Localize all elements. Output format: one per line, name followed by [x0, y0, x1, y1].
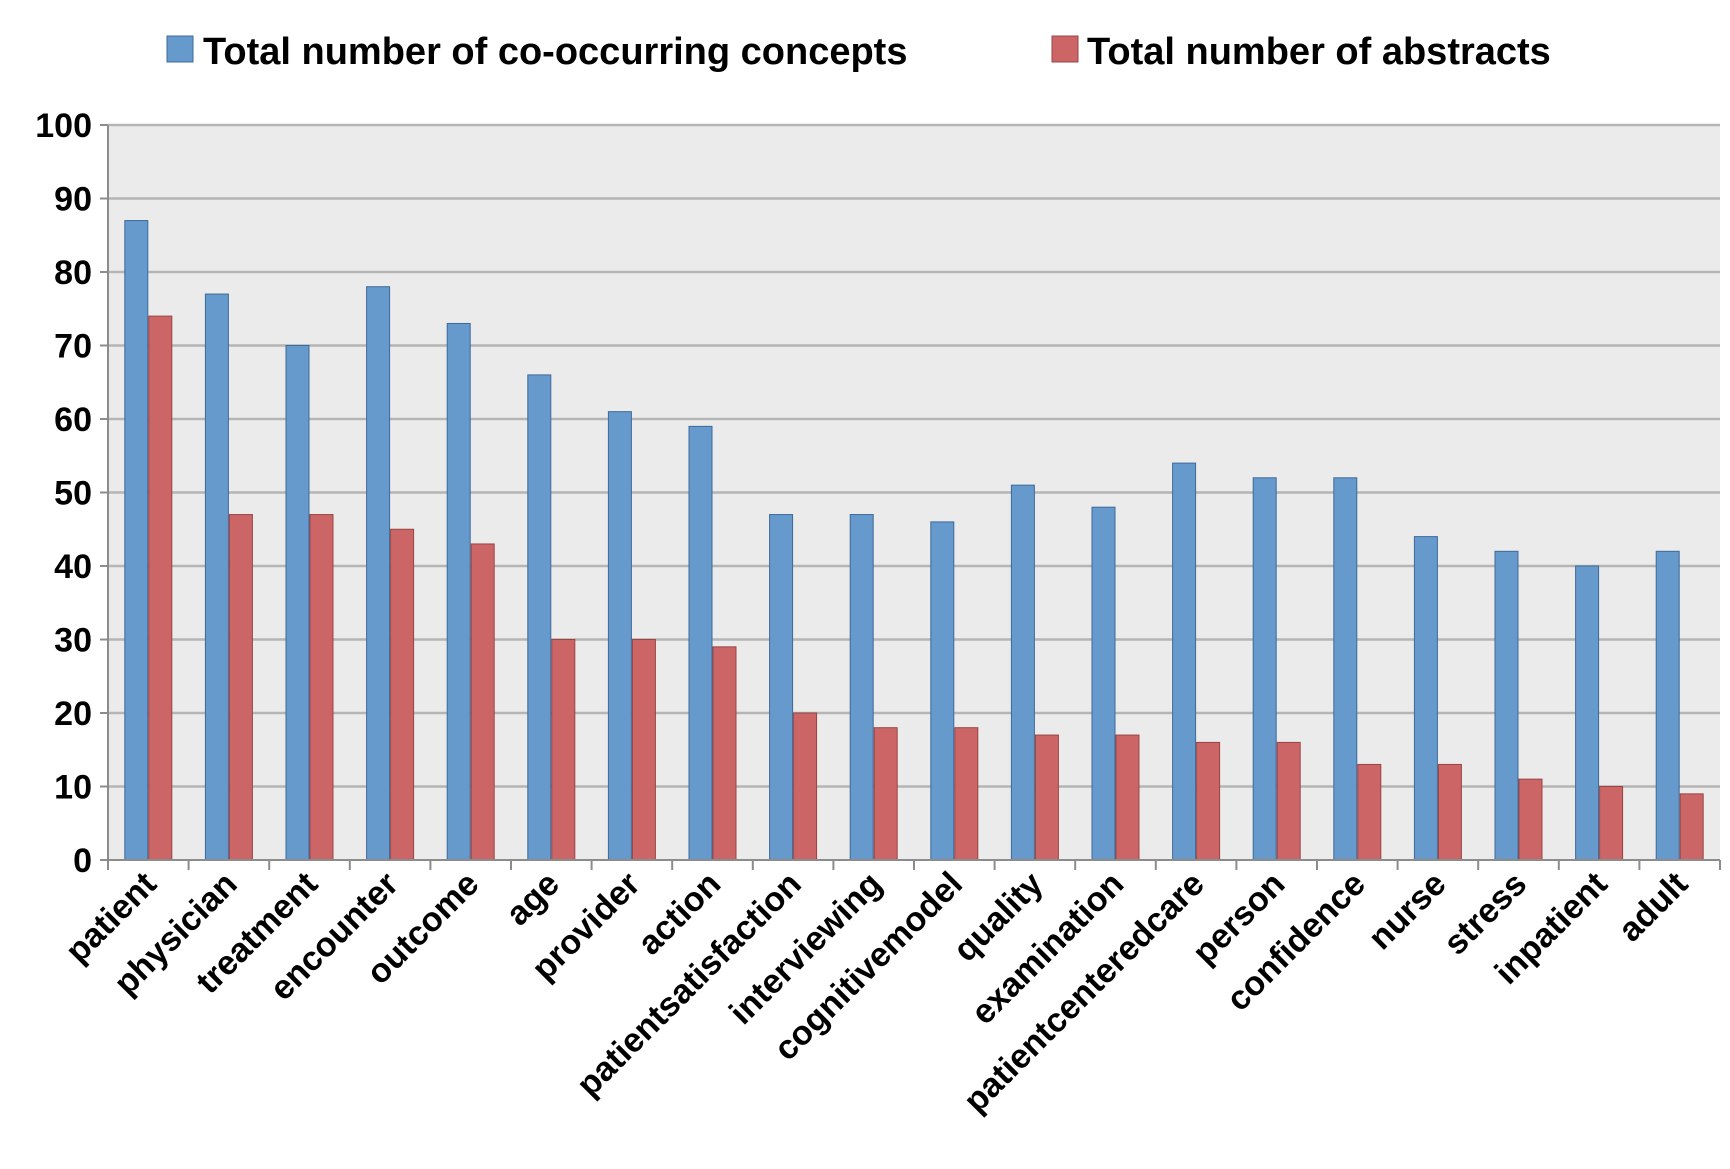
y-tick-label: 50	[54, 475, 92, 513]
bar-concepts-action	[688, 425, 713, 861]
bar-abstracts-stress	[1518, 778, 1543, 861]
bar-concepts-patientcenteredcare	[1172, 462, 1197, 861]
bar-concepts-examination	[1091, 506, 1116, 861]
bar-concepts-confidence	[1333, 477, 1358, 861]
bar-abstracts-patientcenteredcare	[1196, 741, 1221, 861]
y-tick-label: 40	[54, 548, 92, 586]
bar-concepts-cognitivemodel	[930, 521, 955, 861]
legend-swatch-concepts	[166, 35, 194, 63]
y-tick-label: 60	[54, 401, 92, 439]
bar-abstracts-treatment	[309, 514, 334, 861]
bar-abstracts-physician	[228, 514, 253, 861]
bar-abstracts-action	[712, 646, 737, 861]
y-tick-label: 80	[54, 254, 92, 292]
y-tick-label: 100	[35, 107, 92, 145]
bar-concepts-age	[527, 374, 552, 861]
y-tick-label: 10	[54, 769, 92, 807]
bar-concepts-quality	[1010, 484, 1035, 861]
bar-abstracts-outcome	[470, 543, 495, 861]
bar-concepts-patient	[124, 220, 149, 861]
bar-concepts-treatment	[285, 345, 310, 861]
legend: Total number of co-occurring concepts To…	[166, 31, 1551, 73]
bars	[124, 220, 1704, 861]
y-tick-label: 20	[54, 695, 92, 733]
legend-label-abstracts: Total number of abstracts	[1087, 31, 1551, 73]
bar-abstracts-person	[1276, 741, 1301, 861]
bar-concepts-outcome	[446, 322, 471, 861]
bar-abstracts-provider	[631, 639, 656, 861]
bar-concepts-interviewing	[849, 514, 874, 861]
bar-abstracts-interviewing	[873, 727, 898, 861]
bar-concepts-provider	[607, 411, 632, 861]
bar-abstracts-nurse	[1437, 763, 1462, 861]
bar-concepts-nurse	[1413, 536, 1438, 861]
bar-concepts-patientsatisfaction	[769, 514, 794, 861]
x-tick-label: age	[499, 865, 567, 933]
bar-abstracts-patientsatisfaction	[793, 712, 818, 861]
bar-abstracts-patient	[148, 315, 173, 861]
bar-abstracts-cognitivemodel	[954, 727, 979, 861]
bar-concepts-adult	[1655, 550, 1680, 861]
y-tick-label: 90	[54, 181, 92, 219]
x-tick-label: adult	[1611, 865, 1695, 949]
y-tick-label: 30	[54, 622, 92, 660]
bar-abstracts-encounter	[390, 528, 415, 861]
legend-swatch-abstracts	[1051, 35, 1079, 63]
bar-abstracts-inpatient	[1599, 786, 1624, 861]
bar-concepts-physician	[204, 293, 229, 861]
bar-concepts-stress	[1494, 550, 1519, 861]
legend-label-concepts: Total number of co-occurring concepts	[203, 31, 907, 73]
y-tick-label: 70	[54, 328, 92, 366]
bar-concepts-encounter	[366, 286, 391, 861]
bar-concepts-inpatient	[1575, 565, 1600, 861]
x-tick-label: nurse	[1361, 865, 1453, 957]
y-tick-label: 0	[73, 842, 92, 880]
bar-abstracts-confidence	[1357, 763, 1382, 861]
x-axis: patientphysiciantreatmentencounteroutcom…	[58, 859, 1721, 1120]
bar-abstracts-examination	[1115, 734, 1140, 861]
bar-abstracts-adult	[1679, 793, 1704, 861]
bar-abstracts-quality	[1034, 734, 1059, 861]
bar-concepts-person	[1252, 477, 1277, 861]
bar-abstracts-age	[551, 639, 576, 861]
y-axis: 0 10 20 30 40 50 60 70 80 90 100	[35, 107, 109, 880]
